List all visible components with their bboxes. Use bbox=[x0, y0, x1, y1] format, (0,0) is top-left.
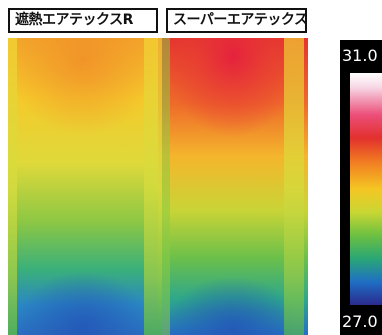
temperature-color-bar bbox=[350, 73, 382, 305]
left-warm-region bbox=[8, 38, 158, 188]
thermal-image bbox=[8, 38, 308, 335]
temperature-max-label: 31.0 bbox=[342, 46, 378, 65]
label-super-airtex: スーパーエアテックス bbox=[166, 8, 308, 33]
seam-left bbox=[8, 38, 17, 335]
seam-right bbox=[284, 38, 304, 335]
right-cool-region bbox=[158, 218, 308, 335]
label-heat-shield-airtex-r: 遮熱エアテックスR bbox=[8, 8, 158, 33]
seam-center-right bbox=[162, 38, 170, 335]
right-hot-region bbox=[158, 38, 308, 218]
temperature-min-label: 27.0 bbox=[342, 312, 378, 331]
left-cool-region bbox=[8, 208, 158, 335]
seam-center-left bbox=[144, 38, 162, 335]
